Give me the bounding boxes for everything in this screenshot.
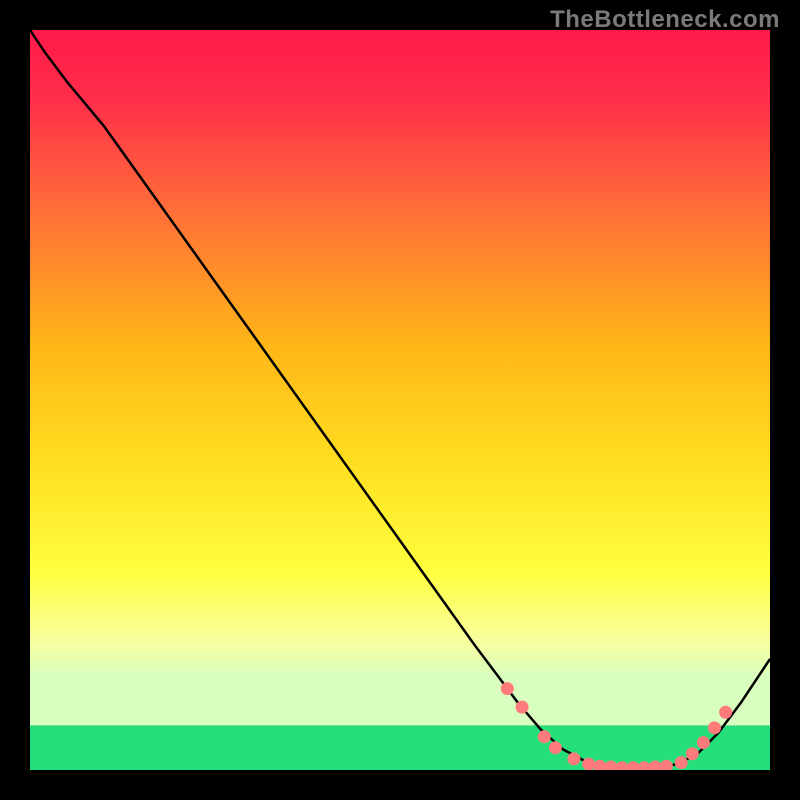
marker-point	[697, 737, 709, 749]
marker-point	[675, 757, 687, 769]
marker-point	[627, 762, 639, 770]
marker-point	[660, 760, 672, 770]
marker-point	[538, 731, 550, 743]
marker-point	[616, 762, 628, 770]
marker-point	[583, 758, 595, 770]
marker-point	[686, 748, 698, 760]
marker-point	[549, 742, 561, 754]
chart-container	[30, 30, 770, 770]
marker-point	[501, 683, 513, 695]
marker-point	[605, 761, 617, 770]
marker-point	[568, 753, 580, 765]
marker-point	[649, 761, 661, 770]
marker-point	[720, 706, 732, 718]
chart-background-gradient	[30, 30, 770, 726]
marker-point	[709, 722, 721, 734]
chart-svg	[30, 30, 770, 770]
marker-point	[638, 762, 650, 770]
marker-point	[594, 760, 606, 770]
marker-point	[516, 701, 528, 713]
